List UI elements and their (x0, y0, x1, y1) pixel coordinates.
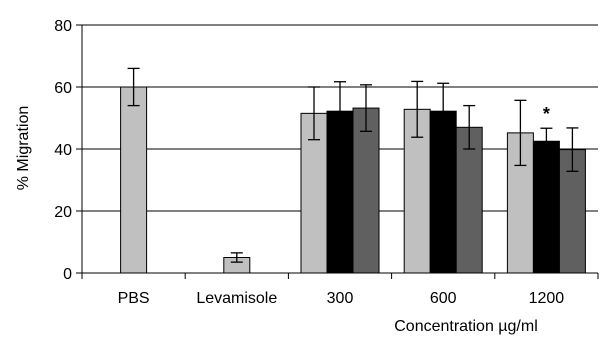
annotations: * (543, 104, 550, 124)
x-tick-label: 300 (327, 290, 354, 307)
tick-labels: 0 20 40 60 80 PBS Levamisole 300 600 1200 (54, 18, 564, 307)
bar (532, 140, 560, 274)
bars (120, 86, 586, 274)
y-tick-label: 40 (54, 142, 72, 159)
y-tick-label: 20 (54, 204, 72, 221)
x-axis-title: Concentration µg/ml (394, 318, 538, 335)
x-tick-label: 1200 (529, 290, 565, 307)
error-bars (127, 67, 579, 263)
bar (558, 149, 586, 274)
y-tick-label: 60 (54, 80, 72, 97)
x-tick-label: Levamisole (196, 290, 277, 307)
bar (455, 126, 483, 274)
significance-marker: * (543, 104, 550, 124)
bar (120, 86, 148, 274)
y-axis-title: % Migration (15, 106, 32, 190)
x-tick-label: 600 (430, 290, 457, 307)
axes (76, 24, 599, 279)
bar (352, 107, 380, 274)
y-tick-label: 80 (54, 18, 72, 35)
y-tick-label: 0 (63, 266, 72, 283)
x-tick-label: PBS (118, 290, 150, 307)
